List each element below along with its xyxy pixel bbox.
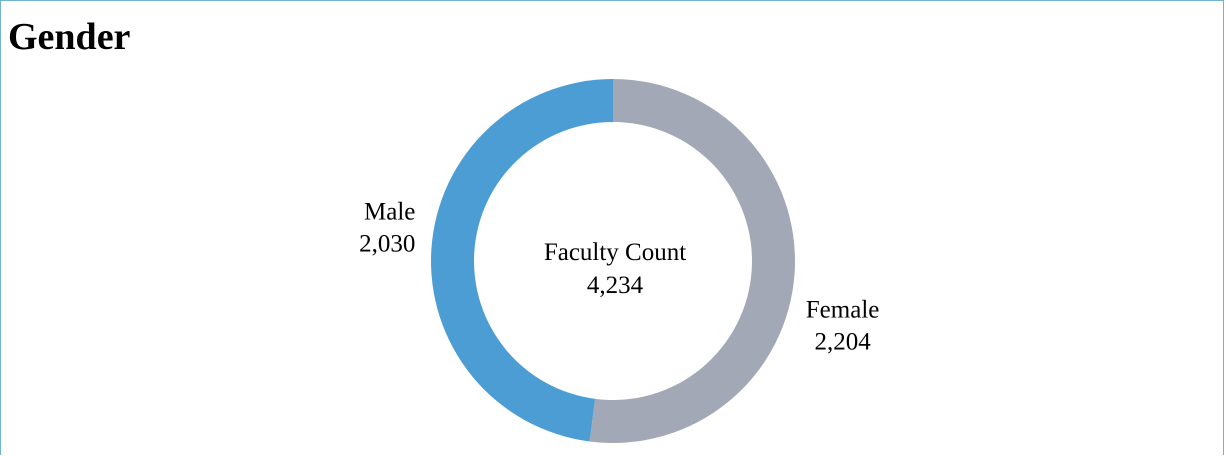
slice-labels: Female 2,204 Male 2,030: [359, 198, 879, 355]
slice-value-male: 2,030: [359, 230, 415, 257]
chart-title: Gender: [8, 16, 131, 58]
slice-female: [589, 79, 796, 443]
slice-label-male: Male: [364, 198, 415, 225]
slice-male: [431, 79, 613, 442]
slice-value-female: 2,204: [814, 329, 871, 356]
donut-slices: [431, 79, 796, 443]
slice-label-female: Female: [806, 297, 880, 324]
center-label: Faculty Count: [544, 239, 686, 266]
center-total: 4,234: [587, 272, 644, 299]
